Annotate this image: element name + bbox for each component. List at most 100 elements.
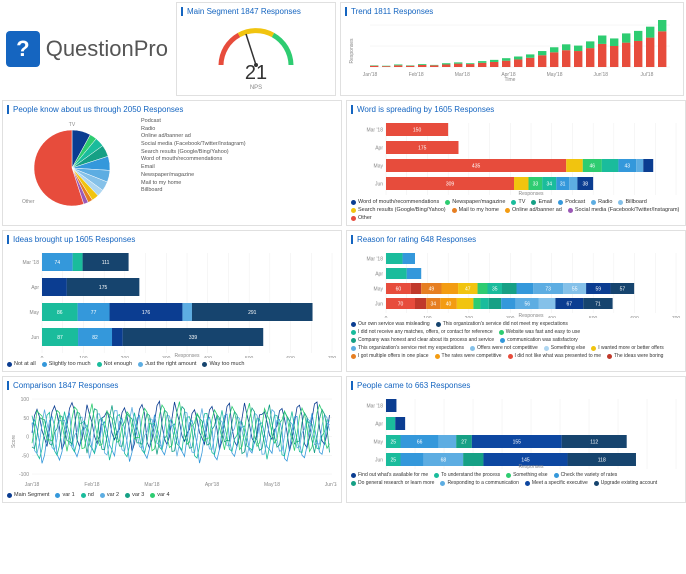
svg-text:43: 43 <box>625 164 631 170</box>
svg-text:49: 49 <box>429 287 435 293</box>
svg-text:35: 35 <box>492 287 498 293</box>
svg-text:176: 176 <box>142 310 151 316</box>
svg-text:Feb'18: Feb'18 <box>84 482 99 488</box>
comparison-panel: Comparison 1847 Responses -100-50050100J… <box>2 376 342 503</box>
comparison-legend: Main Segmentvar 1ndvar 2var 3var 4 <box>7 492 337 498</box>
gauge-panel: Main Segment 1847 Responses 21 NPS <box>176 2 336 96</box>
svg-text:600: 600 <box>630 316 639 318</box>
svg-text:700: 700 <box>328 356 337 358</box>
svg-text:May: May <box>374 164 384 170</box>
svg-text:Responses: Responses <box>174 353 200 358</box>
svg-text:67: 67 <box>567 302 573 308</box>
svg-text:46: 46 <box>590 164 596 170</box>
svg-text:175: 175 <box>418 146 427 152</box>
svg-text:34: 34 <box>430 302 436 308</box>
gauge-title: Main Segment 1847 Responses <box>181 7 331 16</box>
svg-text:Jul'18: Jul'18 <box>640 72 653 78</box>
svg-text:200: 200 <box>121 356 130 358</box>
svg-text:40: 40 <box>446 302 452 308</box>
trend-title: Trend 1811 Responses <box>345 7 679 16</box>
svg-text:25: 25 <box>390 440 396 446</box>
trend-panel: Trend 1811 Responses Jan'18Feb'18Mar'18A… <box>340 2 684 96</box>
svg-text:150: 150 <box>413 128 422 134</box>
came-panel: People came to 663 Responses 01002003004… <box>346 376 686 503</box>
svg-text:0: 0 <box>41 356 44 358</box>
svg-text:175: 175 <box>99 285 108 291</box>
svg-text:May: May <box>30 310 40 316</box>
spread-title: Word is spreading by 1605 Responses <box>351 105 681 114</box>
ideas-title: Ideas brought up 1605 Responses <box>7 235 337 244</box>
svg-text:339: 339 <box>189 335 198 341</box>
svg-text:87: 87 <box>57 335 63 341</box>
svg-text:500: 500 <box>245 356 254 358</box>
svg-text:300: 300 <box>506 316 515 318</box>
svg-text:Responses: Responses <box>518 464 544 469</box>
svg-text:400: 400 <box>204 356 213 358</box>
svg-text:400: 400 <box>548 316 557 318</box>
ideas-panel: Ideas brought up 1605 Responses 0 100 200 3… <box>2 230 342 372</box>
svg-text:59: 59 <box>596 287 602 293</box>
svg-text:145: 145 <box>521 458 530 464</box>
logo-mark: ? <box>6 31 40 67</box>
svg-text:Responses: Responses <box>518 313 544 318</box>
svg-text:47: 47 <box>465 287 471 293</box>
trend-chart: Jan'18Feb'18Mar'18Apr'18May'18Jun'18Jul'… <box>345 20 675 82</box>
came-chart: 0100200300400500Mar '18AprMay25662715511… <box>351 394 681 469</box>
svg-text:Mar '18: Mar '18 <box>22 260 39 266</box>
svg-text:May'18: May'18 <box>547 72 563 78</box>
svg-text:155: 155 <box>513 440 522 446</box>
pie-labels: PodcastRadioOnline ad/banner adSocial me… <box>141 118 246 213</box>
svg-text:435: 435 <box>472 164 481 170</box>
reason-chart: 0100200300400500600700Mar '18AprMay60494… <box>351 248 681 318</box>
svg-text:Jun: Jun <box>375 458 383 464</box>
svg-text:May: May <box>374 440 384 446</box>
svg-text:74: 74 <box>55 260 61 266</box>
came-legend: Find out what's available for meTo under… <box>351 472 681 486</box>
svg-text:Apr: Apr <box>375 146 383 152</box>
reason-title: Reason for rating 648 Responses <box>351 235 681 244</box>
svg-text:700: 700 <box>672 316 681 318</box>
svg-text:27: 27 <box>461 440 467 446</box>
svg-text:86: 86 <box>57 310 63 316</box>
svg-text:Apr: Apr <box>375 422 383 428</box>
svg-text:May: May <box>374 287 384 293</box>
svg-text:100: 100 <box>79 356 88 358</box>
svg-text:0: 0 <box>26 435 29 441</box>
svg-text:68: 68 <box>441 458 447 464</box>
svg-text:82: 82 <box>92 335 98 341</box>
svg-text:Mar '18: Mar '18 <box>366 257 383 263</box>
svg-text:Jun: Jun <box>31 335 39 341</box>
svg-text:Jun: Jun <box>375 182 383 188</box>
svg-text:600: 600 <box>286 356 295 358</box>
svg-text:38: 38 <box>582 182 588 188</box>
svg-text:Apr: Apr <box>31 285 39 291</box>
svg-text:-50: -50 <box>22 453 29 459</box>
gauge-value: 21 <box>245 62 267 85</box>
svg-text:56: 56 <box>524 302 530 308</box>
svg-text:Jun: Jun <box>375 302 383 308</box>
spread-chart: 0100200300400500600700Mar '18150Apr175Ma… <box>351 118 681 196</box>
svg-text:Responses: Responses <box>349 38 355 64</box>
svg-text:300: 300 <box>162 356 171 358</box>
svg-text:May'18: May'18 <box>264 482 280 488</box>
logo: ? QuestionPro <box>2 2 172 96</box>
spread-panel: Word is spreading by 1605 Responses 0100… <box>346 100 686 226</box>
svg-text:100: 100 <box>21 397 30 403</box>
svg-text:50: 50 <box>23 416 29 422</box>
pie-title: People know about us through 2050 Respon… <box>7 105 337 114</box>
svg-text:Apr'18: Apr'18 <box>205 482 220 488</box>
svg-text:Score: Score <box>11 435 17 448</box>
svg-text:291: 291 <box>248 310 257 316</box>
svg-text:TV: TV <box>69 122 76 128</box>
svg-text:33: 33 <box>533 182 539 188</box>
svg-text:Responses: Responses <box>518 191 544 196</box>
pie-panel: People know about us through 2050 Respon… <box>2 100 342 226</box>
svg-text:71: 71 <box>595 302 601 308</box>
reason-legend: Our own service was misleadingThis organ… <box>351 321 681 359</box>
svg-text:Mar'18: Mar'18 <box>455 72 470 78</box>
ideas-chart: 0100200300400500600700Mar '1874111Apr175… <box>7 248 337 358</box>
svg-text:Other: Other <box>22 199 35 205</box>
svg-text:66: 66 <box>417 440 423 446</box>
svg-text:57: 57 <box>620 287 626 293</box>
svg-text:34: 34 <box>546 182 552 188</box>
